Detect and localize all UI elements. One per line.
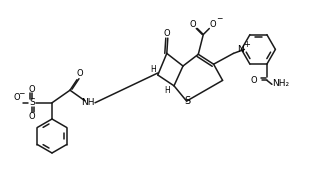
Text: O: O [29, 112, 36, 121]
Text: H: H [150, 64, 156, 74]
Text: H: H [164, 86, 170, 95]
Text: O: O [77, 69, 83, 78]
Text: O: O [210, 20, 216, 29]
Text: NH: NH [81, 98, 95, 107]
Text: O: O [190, 20, 197, 29]
Text: S: S [29, 98, 35, 107]
Text: NH₂: NH₂ [272, 79, 289, 88]
Text: −: − [18, 89, 25, 98]
Text: O: O [163, 29, 170, 38]
Text: +: + [243, 40, 250, 49]
Text: S: S [184, 96, 191, 106]
Text: O: O [14, 93, 20, 102]
Text: N: N [237, 45, 244, 54]
Text: O: O [251, 76, 258, 85]
Text: −: − [216, 14, 222, 23]
Text: O: O [29, 85, 36, 94]
